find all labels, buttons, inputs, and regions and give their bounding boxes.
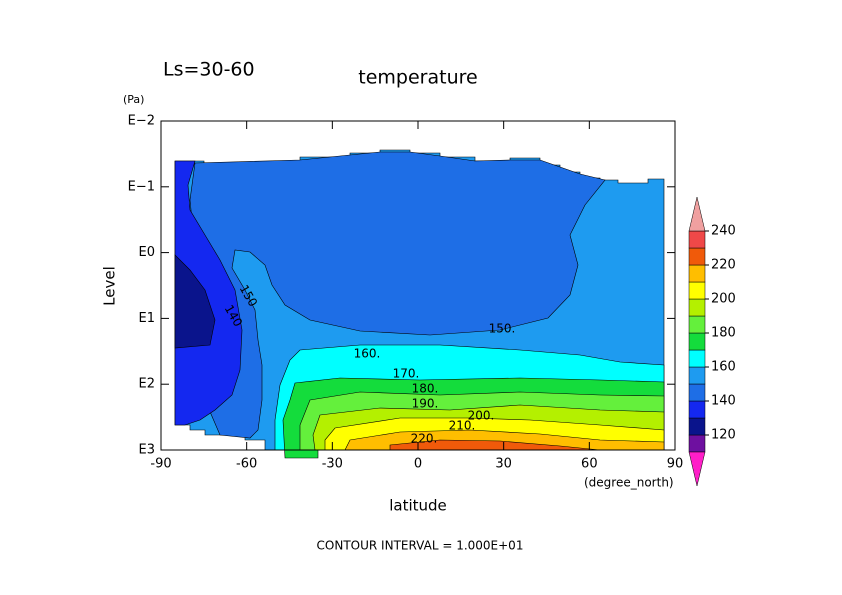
colorbar-segment (688, 230, 706, 249)
colorbar-segment (688, 417, 706, 436)
chart-title: temperature (358, 67, 477, 89)
colorbar-segment (688, 366, 706, 385)
colorbar-segment (688, 264, 706, 283)
x-axis-label: latitude (389, 497, 447, 515)
x-tick-label: 60 (581, 457, 598, 472)
contour-label: 170. (393, 367, 420, 381)
y-tick-label: E0 (139, 245, 156, 260)
x-tick-label: 90 (667, 457, 684, 472)
y-tick-label: E−2 (128, 114, 155, 129)
colorbar-tick-label: 240 (711, 224, 736, 239)
y-tick-label: E2 (139, 377, 156, 392)
y-tick-label: E−1 (128, 179, 155, 194)
chart-subtitle: Ls=30-60 (163, 59, 255, 81)
x-tick-label: -30 (322, 457, 343, 472)
contour-region (174, 254, 216, 349)
colorbar-segment (688, 247, 706, 266)
contour-label: 150. (489, 322, 516, 336)
colorbar-tick-label: 140 (711, 394, 736, 409)
colorbar-tick-label: 160 (711, 360, 736, 375)
colorbar-tick-label: 220 (711, 258, 736, 273)
colorbar-segment (688, 383, 706, 402)
contour-region (174, 160, 243, 426)
contour-label: 180. (412, 382, 439, 396)
colorbar-segment (688, 434, 706, 453)
x-tick-label: -90 (150, 457, 171, 472)
footer-note: CONTOUR INTERVAL = 1.000E+01 (317, 539, 524, 553)
colorbar-extension (688, 196, 706, 232)
contour-label: 200. (468, 409, 495, 423)
colorbar-segment (688, 298, 706, 317)
y-tick-label: E3 (139, 443, 156, 458)
contour-label: 220. (411, 432, 438, 446)
contour-label: 210. (449, 419, 476, 433)
colorbar-tick-label: 180 (711, 326, 736, 341)
y-axis-label: Level (101, 266, 119, 306)
contour-label: 160. (354, 347, 381, 361)
x-tick-label: 30 (495, 457, 512, 472)
contour-field (174, 149, 665, 459)
y-tick-label: E1 (139, 311, 156, 326)
colorbar-segment (688, 315, 706, 334)
colorbar-tick-label: 120 (711, 428, 736, 443)
colorbar-segment (688, 349, 706, 368)
y-unit: (Pa) (123, 93, 144, 106)
contour-label: 190. (412, 397, 439, 411)
colorbar-segment (688, 332, 706, 351)
x-unit: (degree_north) (584, 476, 674, 490)
colorbar-extension (688, 451, 706, 487)
colorbar-segment (688, 281, 706, 300)
colorbar-tick-label: 200 (711, 292, 736, 307)
colorbar-segment (688, 400, 706, 419)
contour-region (189, 151, 606, 439)
x-tick-label: 0 (414, 457, 422, 472)
x-tick-label: -60 (236, 457, 257, 472)
